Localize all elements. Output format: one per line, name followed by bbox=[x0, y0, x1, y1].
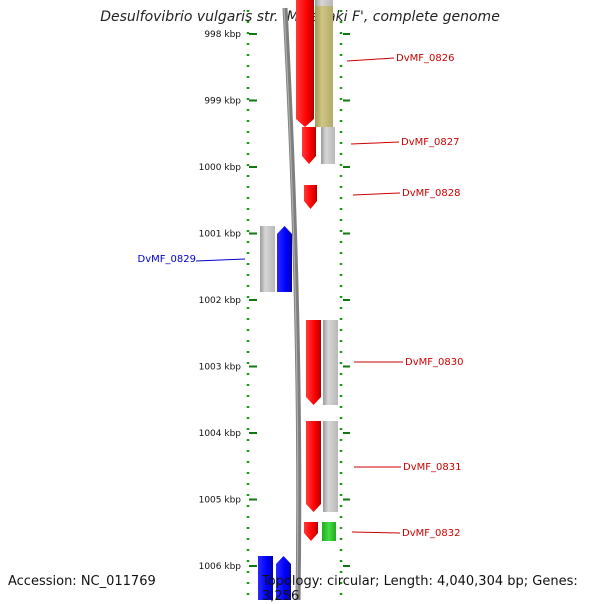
chromosome-backbone-highlight bbox=[283, 7, 299, 600]
gene-leader-line bbox=[352, 192, 401, 196]
gene-labels: DvMF_0826 DvMF_0827 DvMF_0828 DvMF_0829 DvMF… bbox=[138, 53, 464, 539]
gene-leader-line bbox=[351, 531, 401, 534]
gene-label[interactable]: DvMF_0832 bbox=[402, 528, 460, 539]
gene-arrow-dvmf-0826 bbox=[296, 0, 314, 127]
axis-tick-label: 1000 kbp bbox=[199, 163, 242, 173]
gene-arrow-bottom-left bbox=[258, 556, 273, 600]
axis-tick-label: 1003 kbp bbox=[199, 363, 242, 373]
feature-gray-dvmf-0831 bbox=[323, 421, 338, 512]
axis-tick-label: 1005 kbp bbox=[199, 496, 242, 506]
gene-label[interactable]: DvMF_0827 bbox=[401, 137, 459, 148]
axis-tick-label: 1002 kbp bbox=[199, 296, 242, 306]
feature-gray-dvmf-0827 bbox=[321, 127, 335, 164]
gene-label[interactable]: DvMF_0828 bbox=[402, 188, 460, 199]
feature-olive-segment bbox=[315, 0, 333, 127]
chromosome-backbone bbox=[282, 7, 302, 600]
gene-label[interactable]: DvMF_0831 bbox=[403, 462, 461, 473]
gene-label[interactable]: DvMF_0826 bbox=[396, 53, 454, 64]
axis-tick-label: 1004 kbp bbox=[199, 429, 242, 439]
axis-tick-label: 1001 kbp bbox=[199, 230, 242, 240]
axis-tick-label: 998 kbp bbox=[204, 30, 241, 40]
axis-tick-label: 1006 kbp bbox=[199, 562, 242, 572]
feature-gray-dvmf-0829 bbox=[260, 226, 275, 292]
feature-gray-cap bbox=[315, 0, 333, 6]
accession-text: Accession: NC_011769 bbox=[8, 574, 156, 589]
feature-gray-dvmf-0830 bbox=[323, 320, 338, 405]
gene-arrow-dvmf-0830 bbox=[306, 320, 321, 405]
gene-arrow-dvmf-0832 bbox=[304, 522, 318, 541]
gene-leader-line bbox=[350, 141, 400, 145]
gene-arrow-bottom-right bbox=[276, 556, 291, 600]
gene-leader-line bbox=[346, 57, 395, 62]
axis-ticks: 998 kbp 999 kbp 1000 kbp 1001 kbp 1002 kbp 10… bbox=[199, 30, 350, 572]
gene-leader-line bbox=[195, 258, 246, 262]
gene-arrow-dvmf-0829 bbox=[277, 226, 292, 292]
axis-tick-label: 999 kbp bbox=[204, 97, 241, 107]
feature-green-dvmf-0832 bbox=[322, 522, 336, 541]
gene-features bbox=[258, 0, 338, 600]
gene-arrow-dvmf-0831 bbox=[306, 421, 321, 512]
gene-label[interactable]: DvMF_0830 bbox=[405, 357, 463, 368]
gene-label[interactable]: DvMF_0829 bbox=[138, 254, 196, 265]
gene-arrow-dvmf-0828 bbox=[304, 185, 317, 209]
gene-arrow-dvmf-0827 bbox=[302, 127, 316, 164]
